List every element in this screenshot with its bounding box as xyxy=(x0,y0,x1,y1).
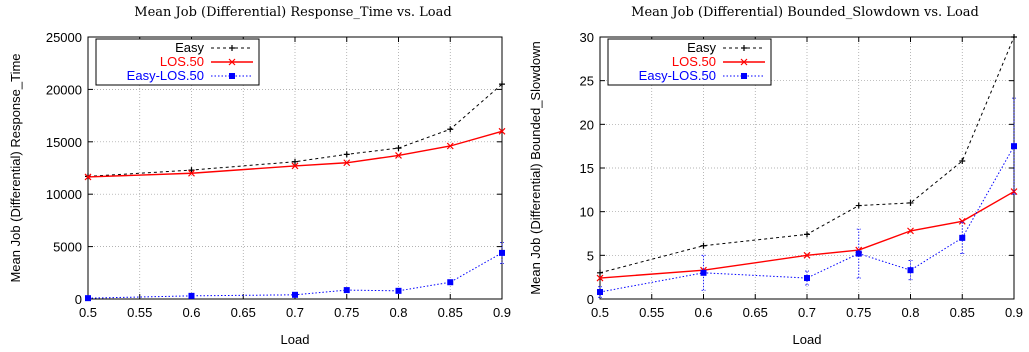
data-point xyxy=(596,274,604,282)
data-point xyxy=(958,217,966,225)
data-point xyxy=(84,173,92,181)
y-tick-label: 0 xyxy=(587,292,594,307)
series-los-50 xyxy=(84,127,506,181)
x-tick-label: 0.85 xyxy=(950,305,975,320)
legend-label: Easy xyxy=(175,40,204,55)
data-point xyxy=(343,287,350,294)
data-point xyxy=(907,267,914,274)
y-tick-label: 15 xyxy=(580,161,594,176)
y-axis-label: Mean Job (Differential) Bounded_Slowdown xyxy=(528,41,543,294)
error-bar xyxy=(598,286,602,298)
x-tick-label: 0.8 xyxy=(389,305,407,320)
data-point xyxy=(395,151,402,159)
legend-label: Easy-LOS.50 xyxy=(639,68,716,83)
chart-title: Mean Job (Differential) Bounded_Slowdown… xyxy=(631,5,979,20)
x-tick-label: 0.5 xyxy=(79,305,97,320)
data-point xyxy=(343,159,351,167)
y-tick-label: 0 xyxy=(75,292,82,307)
x-tick-label: 0.7 xyxy=(286,305,304,320)
x-tick-label: 0.75 xyxy=(846,305,871,320)
y-tick-label: 25000 xyxy=(46,30,82,45)
y-tick-label: 15000 xyxy=(46,135,82,150)
series-easy-los-50 xyxy=(597,97,1017,298)
data-point xyxy=(804,231,810,238)
chart-title: Mean Job (Differential) Response_Time vs… xyxy=(134,5,451,20)
legend-marker xyxy=(740,58,748,66)
series-easy-los-50 xyxy=(85,242,505,302)
y-tick-label: 25 xyxy=(580,74,594,89)
legend-label: LOS.50 xyxy=(160,54,204,69)
data-point xyxy=(292,291,298,298)
series-easy xyxy=(597,34,1017,276)
x-tick-label: 0.85 xyxy=(438,305,463,320)
legend-marker xyxy=(741,45,747,51)
data-point xyxy=(395,287,402,294)
data-point xyxy=(855,250,862,257)
data-point xyxy=(291,162,299,170)
x-tick-label: 0.75 xyxy=(334,305,359,320)
data-point xyxy=(498,127,506,135)
data-point xyxy=(803,251,811,259)
y-tick-label: 20000 xyxy=(46,82,82,97)
data-point xyxy=(597,269,603,276)
data-point xyxy=(188,292,195,299)
data-point xyxy=(447,126,454,133)
legend-label: Easy xyxy=(687,40,716,55)
data-point xyxy=(597,289,603,296)
data-point xyxy=(499,249,505,256)
y-axis-label: Mean Job (Differential) Response_Time xyxy=(8,53,23,282)
y-tick-label: 10000 xyxy=(46,187,82,202)
x-tick-label: 0.9 xyxy=(493,305,511,320)
x-axis-label: Load xyxy=(281,332,310,347)
x-tick-label: 0.7 xyxy=(798,305,816,320)
data-point xyxy=(1011,143,1017,150)
chart-2: 0.5 0.55 0.6 0.65 0.7 0.75 0.8 0.85 0.9 0 5 10 15 20 2… xyxy=(528,5,1023,347)
x-tick-label: 0.8 xyxy=(901,305,919,320)
data-point xyxy=(907,199,914,206)
data-point xyxy=(395,145,402,152)
data-point xyxy=(188,167,195,174)
data-point xyxy=(1010,188,1018,196)
data-point xyxy=(907,227,914,235)
x-tick-label: 0.55 xyxy=(127,305,152,320)
error-bar xyxy=(701,254,706,291)
x-tick-label: 0.9 xyxy=(1005,305,1023,320)
data-point xyxy=(804,275,810,282)
data-point xyxy=(188,169,195,177)
data-point xyxy=(700,269,707,276)
legend-label: LOS.50 xyxy=(672,54,716,69)
legend-marker xyxy=(741,73,747,79)
chart-1: 0.5 0.55 0.6 0.65 0.7 0.75 0.8 0.85 0.9 0 5000 1000… xyxy=(8,5,511,347)
x-tick-label: 0.65 xyxy=(231,305,256,320)
y-tick-label: 5000 xyxy=(53,240,82,255)
data-point xyxy=(959,158,966,165)
x-tick-label: 0.55 xyxy=(639,305,664,320)
x-axis-label: Load xyxy=(793,332,822,347)
data-point xyxy=(855,202,862,209)
legend-marker xyxy=(229,73,235,79)
data-point xyxy=(447,279,454,286)
x-tick-label: 0.5 xyxy=(591,305,609,320)
data-point xyxy=(292,158,298,165)
data-point xyxy=(700,242,707,249)
y-tick-label: 20 xyxy=(580,117,594,132)
data-point xyxy=(499,81,505,88)
data-point xyxy=(85,295,91,302)
data-point xyxy=(1011,34,1017,40)
y-tick-label: 30 xyxy=(580,30,594,45)
data-point xyxy=(343,151,350,158)
x-tick-label: 0.6 xyxy=(182,305,200,320)
y-tick-label: 10 xyxy=(580,205,594,220)
x-tick-label: 0.65 xyxy=(743,305,768,320)
legend-marker xyxy=(229,45,235,51)
legend-label: Easy-LOS.50 xyxy=(127,68,204,83)
x-tick-label: 0.6 xyxy=(694,305,712,320)
y-tick-label: 5 xyxy=(587,248,594,263)
data-point xyxy=(959,234,966,241)
legend-marker xyxy=(228,58,236,66)
data-point xyxy=(446,142,454,150)
